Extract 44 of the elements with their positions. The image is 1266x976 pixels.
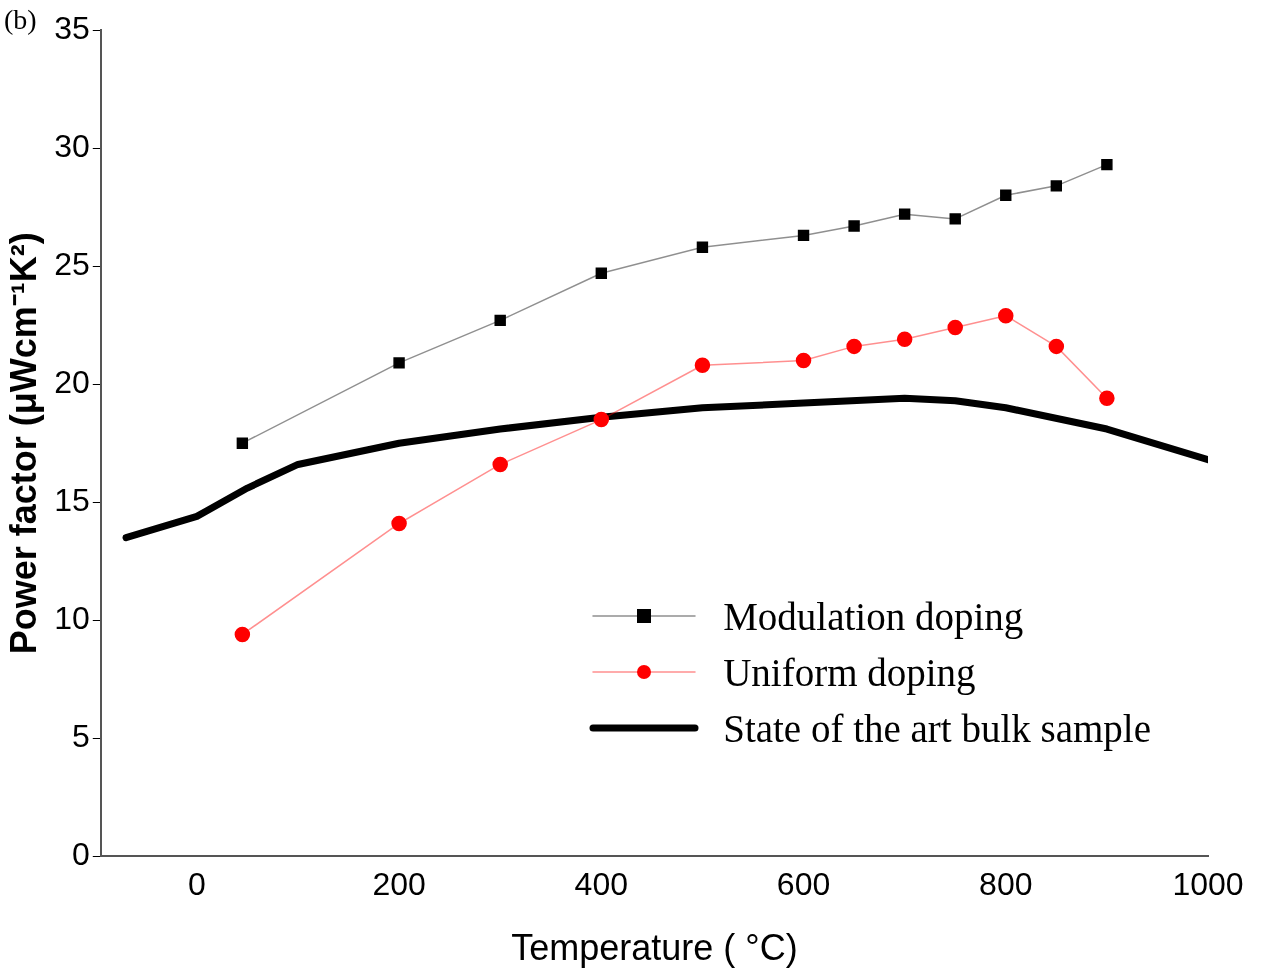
- x-tick-label: 600: [776, 866, 831, 903]
- x-axis-title: Temperature ( °C): [511, 927, 798, 969]
- point: [896, 331, 913, 348]
- legend-label: State of the art bulk sample: [723, 705, 1151, 751]
- point: [694, 357, 711, 374]
- point: [797, 229, 810, 242]
- legend-label: Uniform doping: [723, 649, 976, 695]
- y-tick-label: 35: [54, 9, 90, 46]
- point: [795, 352, 812, 369]
- point: [846, 338, 862, 355]
- y-tick-label: 10: [54, 600, 90, 637]
- point: [1101, 158, 1113, 171]
- point: [848, 220, 860, 232]
- point: [391, 515, 407, 532]
- point: [947, 319, 963, 336]
- text: (b): [4, 4, 37, 36]
- point: [234, 626, 251, 643]
- point: [998, 307, 1014, 324]
- x-tick-label: 1000: [1172, 866, 1244, 903]
- x-tick-label: 200: [372, 866, 426, 903]
- y-tick-label: 15: [54, 482, 90, 519]
- point: [1048, 338, 1065, 355]
- y-tick-label: 30: [54, 127, 90, 164]
- point: [393, 357, 405, 369]
- y-tick-label: 25: [54, 245, 90, 282]
- point: [949, 213, 961, 225]
- point: [898, 208, 911, 220]
- x-tick-label: 800: [979, 866, 1033, 903]
- x-tick-label: 0: [187, 866, 206, 903]
- y-axis-title: Power factor (μWcm⁻¹K²): [2, 232, 44, 655]
- point: [1050, 180, 1063, 192]
- point: [236, 437, 249, 449]
- point: [1099, 390, 1115, 407]
- point: [494, 314, 506, 327]
- point: [593, 411, 610, 428]
- y-tick-label: 0: [72, 836, 90, 873]
- point: [1000, 189, 1012, 201]
- x-tick-label: 400: [574, 866, 629, 903]
- point: [595, 267, 608, 279]
- legend-label: Modulation doping: [723, 593, 1024, 639]
- point: [492, 456, 508, 473]
- point: [696, 241, 709, 253]
- y-tick-label: 20: [54, 364, 90, 400]
- y-tick-label: 5: [72, 718, 90, 755]
